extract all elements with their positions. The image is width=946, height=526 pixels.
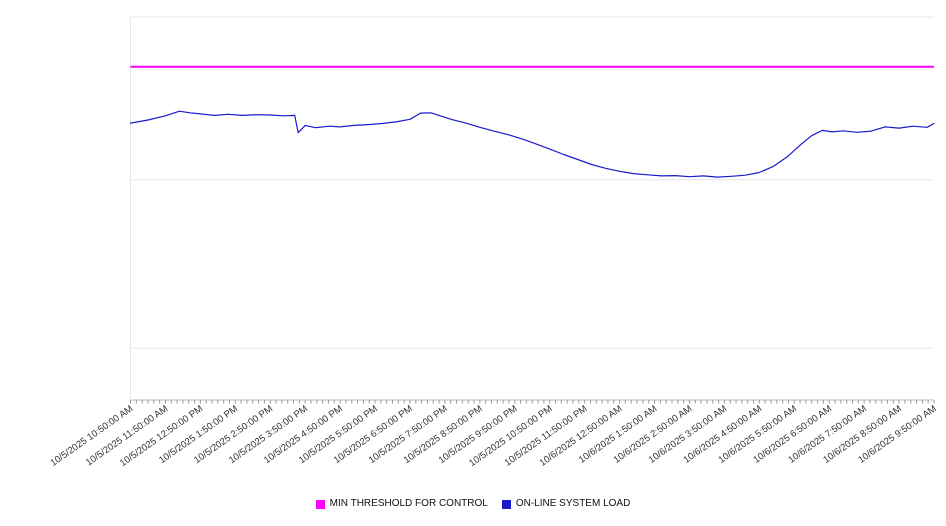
y-gridlines <box>130 16 934 401</box>
x-tick-marks <box>130 400 935 404</box>
load-line <box>129 110 935 178</box>
chart-legend: MIN THRESHOLD FOR CONTROL ON-LINE SYSTEM… <box>0 499 946 509</box>
threshold-swatch-icon <box>315 499 325 509</box>
legend-item-threshold[interactable]: MIN THRESHOLD FOR CONTROL <box>315 498 488 509</box>
legend-system-load-label: ON-LINE SYSTEM LOAD <box>515 498 631 509</box>
legend-threshold-label: MIN THRESHOLD FOR CONTROL <box>329 498 488 509</box>
system-load-swatch-icon <box>501 499 511 509</box>
legend-item-system-load[interactable]: ON-LINE SYSTEM LOAD <box>501 498 631 509</box>
